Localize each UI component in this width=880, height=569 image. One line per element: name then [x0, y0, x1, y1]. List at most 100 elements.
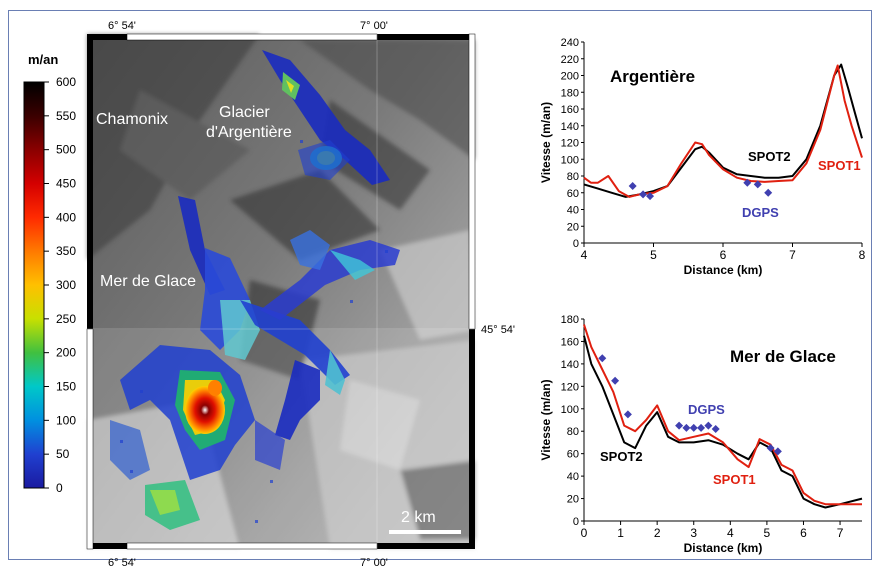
y-tick-label: 160	[561, 336, 579, 348]
y-tick-label: 0	[573, 516, 579, 528]
y-tick-label: 240	[561, 37, 579, 49]
x-tick-label: 5	[650, 248, 657, 262]
chart-title: Argentière	[610, 67, 695, 86]
y-tick-label: 100	[561, 154, 579, 166]
colorbar-unit-label: m/an	[28, 52, 58, 67]
x-tick-label: 0	[581, 526, 588, 540]
y-tick-label: 220	[561, 54, 579, 66]
scale-bar	[389, 530, 461, 534]
series-label-dgps: DGPS	[688, 402, 725, 417]
dgps-point	[646, 192, 655, 201]
dgps-point	[682, 423, 691, 432]
colorbar-tick-label: 50	[56, 447, 70, 461]
dgps-point	[689, 423, 698, 432]
y-tick-label: 180	[561, 314, 579, 326]
y-tick-label: 80	[567, 171, 579, 183]
colorbar-tick-label: 400	[56, 210, 76, 224]
x-tick-label: 8	[859, 248, 866, 262]
y-tick-label: 20	[567, 494, 579, 506]
dgps-point	[675, 421, 684, 430]
colorbar-tick-label: 550	[56, 109, 76, 123]
place-label-argentiere: d'Argentière	[206, 124, 292, 141]
dgps-point	[623, 410, 632, 419]
y-tick-label: 140	[561, 121, 579, 133]
dgps-point	[598, 354, 607, 363]
series-label-spot1: SPOT1	[818, 158, 861, 173]
dgps-point	[704, 421, 713, 430]
place-label-chamonix: Chamonix	[96, 111, 168, 128]
x-axis-label: Distance (km)	[684, 263, 763, 277]
velocity-map: Chamonix Glacier d'Argentière Mer de Gla…	[86, 20, 515, 569]
series-line-spot2	[583, 335, 863, 509]
y-tick-label: 200	[561, 71, 579, 83]
chart-title: Mer de Glace	[730, 347, 836, 366]
y-tick-label: 40	[567, 471, 579, 483]
colorbar-tick-label: 350	[56, 244, 76, 258]
x-tick-label: 7	[837, 526, 844, 540]
colorbar-tick-label: 150	[56, 380, 76, 394]
y-tick-label: 180	[561, 87, 579, 99]
x-tick-label: 3	[690, 526, 697, 540]
y-axis-label: Vitesse (m/an)	[539, 102, 553, 183]
y-tick-label: 160	[561, 104, 579, 116]
y-tick-label: 120	[561, 381, 579, 393]
colorbar-tick-label: 0	[56, 481, 63, 495]
dgps-point	[628, 182, 637, 191]
y-tick-label: 60	[567, 449, 579, 461]
y-tick-label: 140	[561, 359, 579, 371]
y-tick-label: 120	[561, 138, 579, 150]
colorbar-tick-label: 500	[56, 143, 76, 157]
colorbar	[23, 81, 45, 489]
y-axis-label: Vitesse (m/an)	[539, 379, 553, 460]
coord-right: 45° 54'	[481, 324, 515, 336]
dgps-point	[743, 178, 752, 187]
series-label-dgps: DGPS	[742, 205, 779, 220]
x-axis-label: Distance (km)	[684, 541, 763, 555]
x-tick-label: 1	[617, 526, 624, 540]
velocity-hotspot	[185, 386, 225, 434]
dgps-point	[639, 190, 648, 199]
colorbar-tick-label: 600	[56, 75, 76, 89]
series-label-spot1: SPOT1	[713, 472, 756, 487]
chart-mer-de-glace: 0 20 40 60 80 100 120 140 160 180 0 1 2 3 4 5 6 7 Distance…	[539, 314, 863, 555]
coord-top-right: 7° 00'	[360, 20, 388, 32]
series-line-spot1	[583, 64, 863, 198]
coord-top-left: 6° 54'	[108, 20, 136, 32]
coord-bottom-left: 6° 54'	[108, 557, 136, 569]
series-label-spot2: SPOT2	[600, 449, 643, 464]
x-tick-label: 5	[764, 526, 771, 540]
dgps-point	[764, 188, 773, 197]
figure-frame	[8, 10, 872, 560]
chart-argentiere: 0 20 40 60 80 100 120 140 160 180 200 220 240 4 5 6 7 8 Di…	[539, 37, 866, 277]
x-tick-label: 7	[789, 248, 796, 262]
x-tick-label: 6	[720, 248, 727, 262]
coord-bottom-right: 7° 00'	[360, 557, 388, 569]
dgps-point	[611, 376, 620, 385]
dgps-point	[766, 444, 775, 453]
place-label-mer-de-glace: Mer de Glace	[100, 273, 196, 290]
series-line-spot1	[583, 324, 862, 506]
y-tick-label: 0	[573, 238, 579, 250]
colorbar-tick-label: 200	[56, 346, 76, 360]
dgps-point	[711, 424, 720, 433]
series-label-spot2: SPOT2	[748, 149, 791, 164]
dgps-point	[773, 447, 782, 456]
y-tick-label: 20	[567, 221, 579, 233]
y-tick-label: 80	[567, 426, 579, 438]
colorbar-tick-label: 250	[56, 312, 76, 326]
colorbar-tick-label: 300	[56, 278, 76, 292]
scale-bar-label: 2 km	[401, 509, 436, 526]
y-tick-label: 60	[567, 188, 579, 200]
x-tick-label: 6	[800, 526, 807, 540]
x-tick-label: 4	[581, 248, 588, 262]
dgps-point	[753, 180, 762, 189]
dgps-point	[697, 423, 706, 432]
y-tick-label: 40	[567, 205, 579, 217]
x-tick-label: 4	[727, 526, 734, 540]
y-tick-label: 100	[561, 404, 579, 416]
colorbar-tick-label: 450	[56, 177, 76, 191]
place-label-glacier: Glacier	[219, 104, 270, 121]
colorbar-tick-label: 100	[56, 413, 76, 427]
